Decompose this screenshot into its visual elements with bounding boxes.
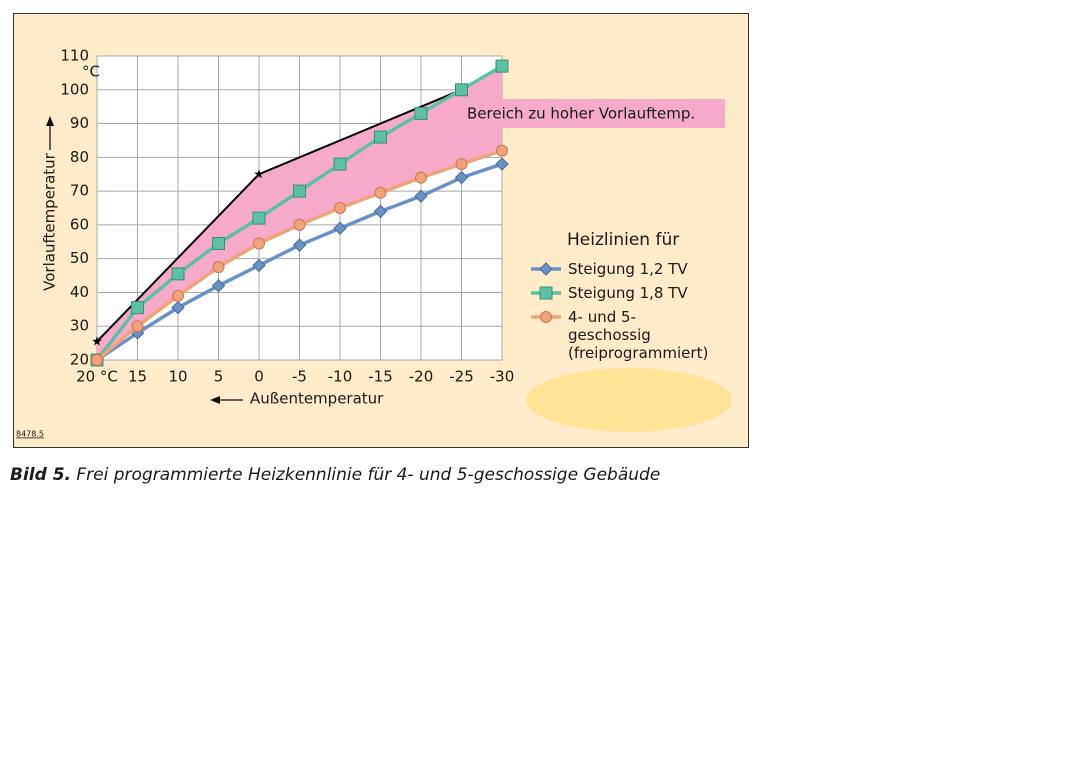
point <box>171 267 185 281</box>
point <box>540 311 552 323</box>
x-tick-label: 15 <box>128 368 147 386</box>
y-tick-label: 80 <box>70 148 89 166</box>
point <box>455 158 468 171</box>
point <box>373 204 388 219</box>
point <box>252 211 266 225</box>
point <box>374 130 387 144</box>
point <box>211 278 226 293</box>
x-arrow-head <box>210 396 220 404</box>
y-tick-label: 50 <box>70 249 89 267</box>
y-unit: °C <box>82 63 100 81</box>
x-tick-label: -20 <box>409 368 434 386</box>
legend-title: Heizlinien für <box>567 230 680 250</box>
point <box>212 236 225 250</box>
point <box>253 237 265 250</box>
x-tick-label: -5 <box>292 368 307 386</box>
highlight <box>526 368 732 432</box>
point <box>254 169 264 179</box>
legend: Heizlinien für Steigung 1,2 TV Steigung 1… <box>530 230 730 368</box>
x-tick-label: -30 <box>490 368 515 386</box>
point <box>91 354 103 366</box>
y-tick-label: 60 <box>70 215 89 233</box>
legend-swatch <box>531 286 561 300</box>
legend-item: Steigung 1,8 TV <box>530 284 730 302</box>
x-tick-label: 5 <box>214 368 224 386</box>
point <box>293 184 306 198</box>
point <box>131 320 144 333</box>
point <box>539 262 553 276</box>
y-tick-label: 110 <box>60 47 89 65</box>
point <box>495 59 509 73</box>
point <box>333 221 347 235</box>
y-tick-label: 40 <box>70 283 89 301</box>
point <box>252 258 266 273</box>
x-tick-label: -15 <box>368 368 393 386</box>
point <box>292 238 307 252</box>
high-temp-region <box>97 66 502 360</box>
region-label-box <box>462 99 725 128</box>
point <box>415 171 427 184</box>
legend-swatch <box>531 262 561 276</box>
legend-label: Steigung 1,2 TV <box>568 260 688 278</box>
y-tick-label: 20 <box>70 351 89 369</box>
y-tick-label: 30 <box>70 317 89 335</box>
caption-text: Frei programmierte Heizkennlinie für 4- … <box>76 465 661 485</box>
point <box>92 336 102 346</box>
point <box>414 106 428 120</box>
point <box>414 189 428 203</box>
point <box>454 170 469 185</box>
y-axis-label: Vorlauftemperatur <box>41 152 59 291</box>
legend-item: Steigung 1,2 TV <box>530 260 730 278</box>
point <box>212 261 225 274</box>
y-arrow-head <box>46 116 54 126</box>
point <box>131 301 144 315</box>
x-tick-label: -10 <box>328 368 353 386</box>
y-tick-label: 90 <box>70 114 89 132</box>
y-tick-label: 100 <box>60 80 89 98</box>
legend-label: Steigung 1,8 TV <box>568 284 688 302</box>
x-axis-label: Außentemperatur <box>250 390 384 408</box>
point <box>333 157 347 171</box>
figure-code: 8478.5 <box>16 430 44 439</box>
point <box>374 186 387 199</box>
legend-label: 4- und 5-geschossig (freiprogrammiert) <box>568 308 709 362</box>
point <box>334 202 346 214</box>
point <box>455 83 468 97</box>
legend-item: 4- und 5-geschossig (freiprogrammiert) <box>530 308 730 362</box>
caption-label: Bild 5. <box>10 465 71 485</box>
region-label: Bereich zu hoher Vorlauftemp. <box>467 105 695 123</box>
legend-swatch <box>531 311 561 323</box>
x-tick-label: 0 <box>254 368 264 386</box>
point <box>293 218 306 231</box>
y-tick-label: 70 <box>70 182 89 200</box>
point <box>172 289 184 302</box>
point <box>171 300 185 315</box>
point <box>539 286 553 300</box>
point <box>495 157 509 171</box>
x-tick-label: -25 <box>449 368 474 386</box>
point <box>496 144 508 157</box>
x-tick-label: 20 °C <box>76 368 118 386</box>
caption: Bild 5. Frei programmierte Heizkennlinie… <box>10 465 660 485</box>
x-tick-label: 10 <box>168 368 187 386</box>
